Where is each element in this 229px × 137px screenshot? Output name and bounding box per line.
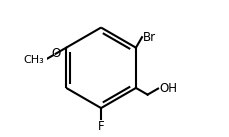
Text: CH₃: CH₃ [24,55,45,65]
Text: F: F [98,120,104,133]
Text: OH: OH [159,82,177,95]
Text: O: O [51,47,60,60]
Text: Br: Br [143,31,156,44]
